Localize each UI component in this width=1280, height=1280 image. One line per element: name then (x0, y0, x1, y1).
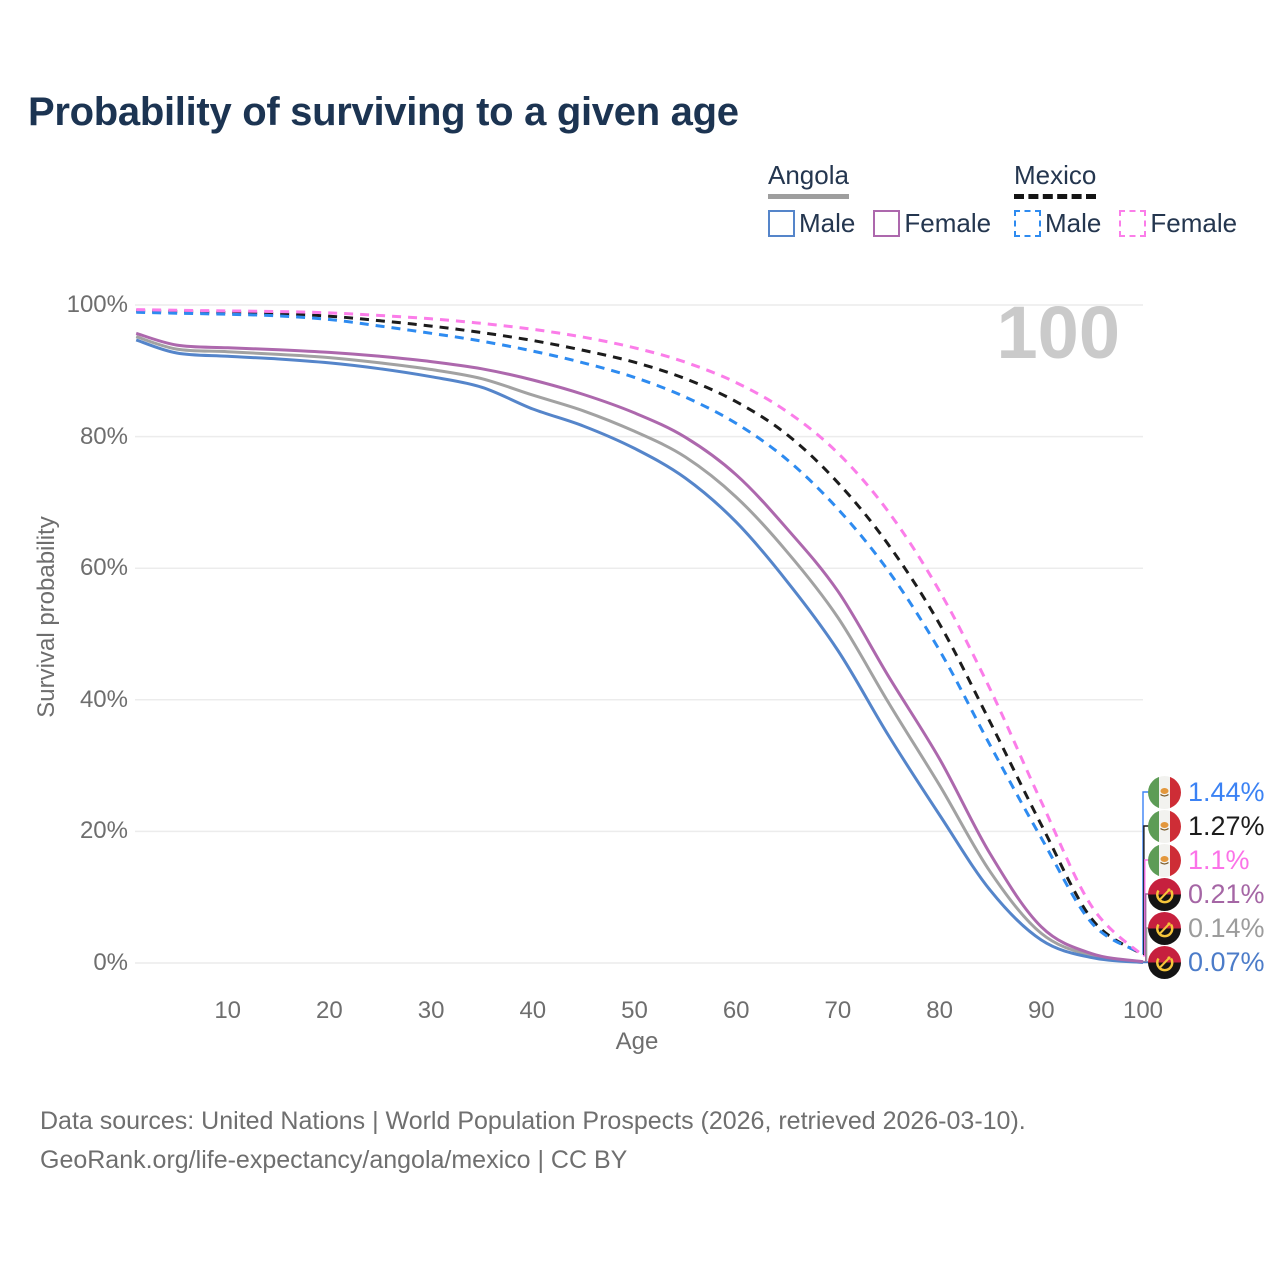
footer-data-sources: Data sources: United Nations | World Pop… (40, 1107, 1026, 1135)
watermark-age-100: 100 (996, 291, 1120, 374)
legend-group-angola: Angola Male Female (768, 160, 991, 239)
mexico-female-swatch (1119, 210, 1147, 237)
curve-angola-female[interactable] (135, 331, 1144, 964)
label-connector-mexico-both (1143, 825, 1150, 956)
curve-angola-both[interactable] (135, 335, 1144, 964)
mexico-male-swatch (1014, 210, 1041, 237)
curve-mexico-male[interactable] (136, 310, 1144, 955)
y-tick-label-100: 100% (66, 291, 128, 318)
legend-label: Male (1045, 208, 1102, 238)
x-tick-label-60: 60 (722, 997, 750, 1024)
x-tick-label-80: 80 (926, 997, 953, 1024)
angola-flag-icon (1148, 945, 1181, 979)
legend-country-angola: Angola (768, 160, 849, 199)
end-value-text-mexico-female: 1.1% (1188, 844, 1250, 875)
footer-attribution: GeoRank.org/life-expectancy/angola/mexic… (40, 1146, 628, 1174)
legend-item-angola-male[interactable]: Male (768, 208, 855, 239)
curve-mexico-both[interactable] (136, 309, 1144, 956)
end-value-angola-male: 0.07% (1148, 945, 1265, 979)
legend-country-mexico: Mexico (1014, 160, 1097, 199)
x-tick-label-10: 10 (214, 997, 242, 1024)
angola-flag-icon (1148, 877, 1181, 911)
page-title: Probability of surviving to a given age (28, 90, 739, 134)
y-tick-label-0: 0% (93, 949, 128, 976)
mexico-flag-icon (1148, 809, 1181, 843)
angola-male-swatch (768, 210, 795, 237)
legend-label: Female (904, 208, 992, 238)
end-value-mexico-female: 1.1% (1148, 843, 1250, 877)
legend-item-mexico-male[interactable]: Male (1014, 208, 1101, 239)
legend-item-angola-female[interactable]: Female (873, 208, 991, 239)
x-tick-label-70: 70 (824, 997, 852, 1024)
x-tick-label-90: 90 (1027, 997, 1055, 1024)
angola-flag-icon (1148, 911, 1181, 945)
legend-label: Male (799, 208, 856, 238)
end-value-text-angola-female: 0.21% (1188, 878, 1265, 909)
end-value-text-angola-both: 0.14% (1188, 912, 1265, 943)
x-tick-label-50: 50 (621, 997, 648, 1024)
mexico-flag-icon (1148, 843, 1181, 877)
y-tick-label-40: 40% (79, 685, 128, 713)
curve-mexico-female[interactable] (136, 308, 1145, 957)
label-connector-mexico-male (1142, 791, 1150, 954)
x-tick-label-40: 40 (519, 997, 547, 1024)
end-value-text-angola-male: 0.07% (1188, 946, 1265, 977)
y-tick-label-60: 60% (79, 554, 128, 582)
end-value-angola-both: 0.14% (1148, 911, 1265, 945)
label-connector-mexico-female (1143, 859, 1150, 957)
legend-label: Female (1150, 208, 1238, 238)
x-tick-label-30: 30 (417, 997, 445, 1024)
curve-angola-male[interactable] (135, 338, 1144, 964)
y-tick-label-20: 20% (79, 817, 128, 845)
y-tick-label-80: 80% (79, 422, 128, 450)
x-tick-label-100: 100 (1122, 997, 1164, 1024)
legend-item-mexico-female[interactable]: Female (1119, 208, 1237, 239)
end-value-mexico-male: 1.44% (1148, 775, 1265, 809)
end-value-angola-female: 0.21% (1148, 877, 1265, 911)
legend-group-mexico: Mexico Male Female (1014, 160, 1237, 239)
end-value-text-mexico-both: 1.27% (1188, 810, 1265, 841)
end-value-text-mexico-male: 1.44% (1188, 776, 1265, 807)
mexico-flag-icon (1148, 775, 1181, 809)
angola-female-swatch (873, 210, 901, 237)
x-axis-title: Age (615, 1028, 659, 1055)
end-value-mexico-both: 1.27% (1148, 809, 1265, 843)
x-tick-label-20: 20 (316, 997, 343, 1024)
